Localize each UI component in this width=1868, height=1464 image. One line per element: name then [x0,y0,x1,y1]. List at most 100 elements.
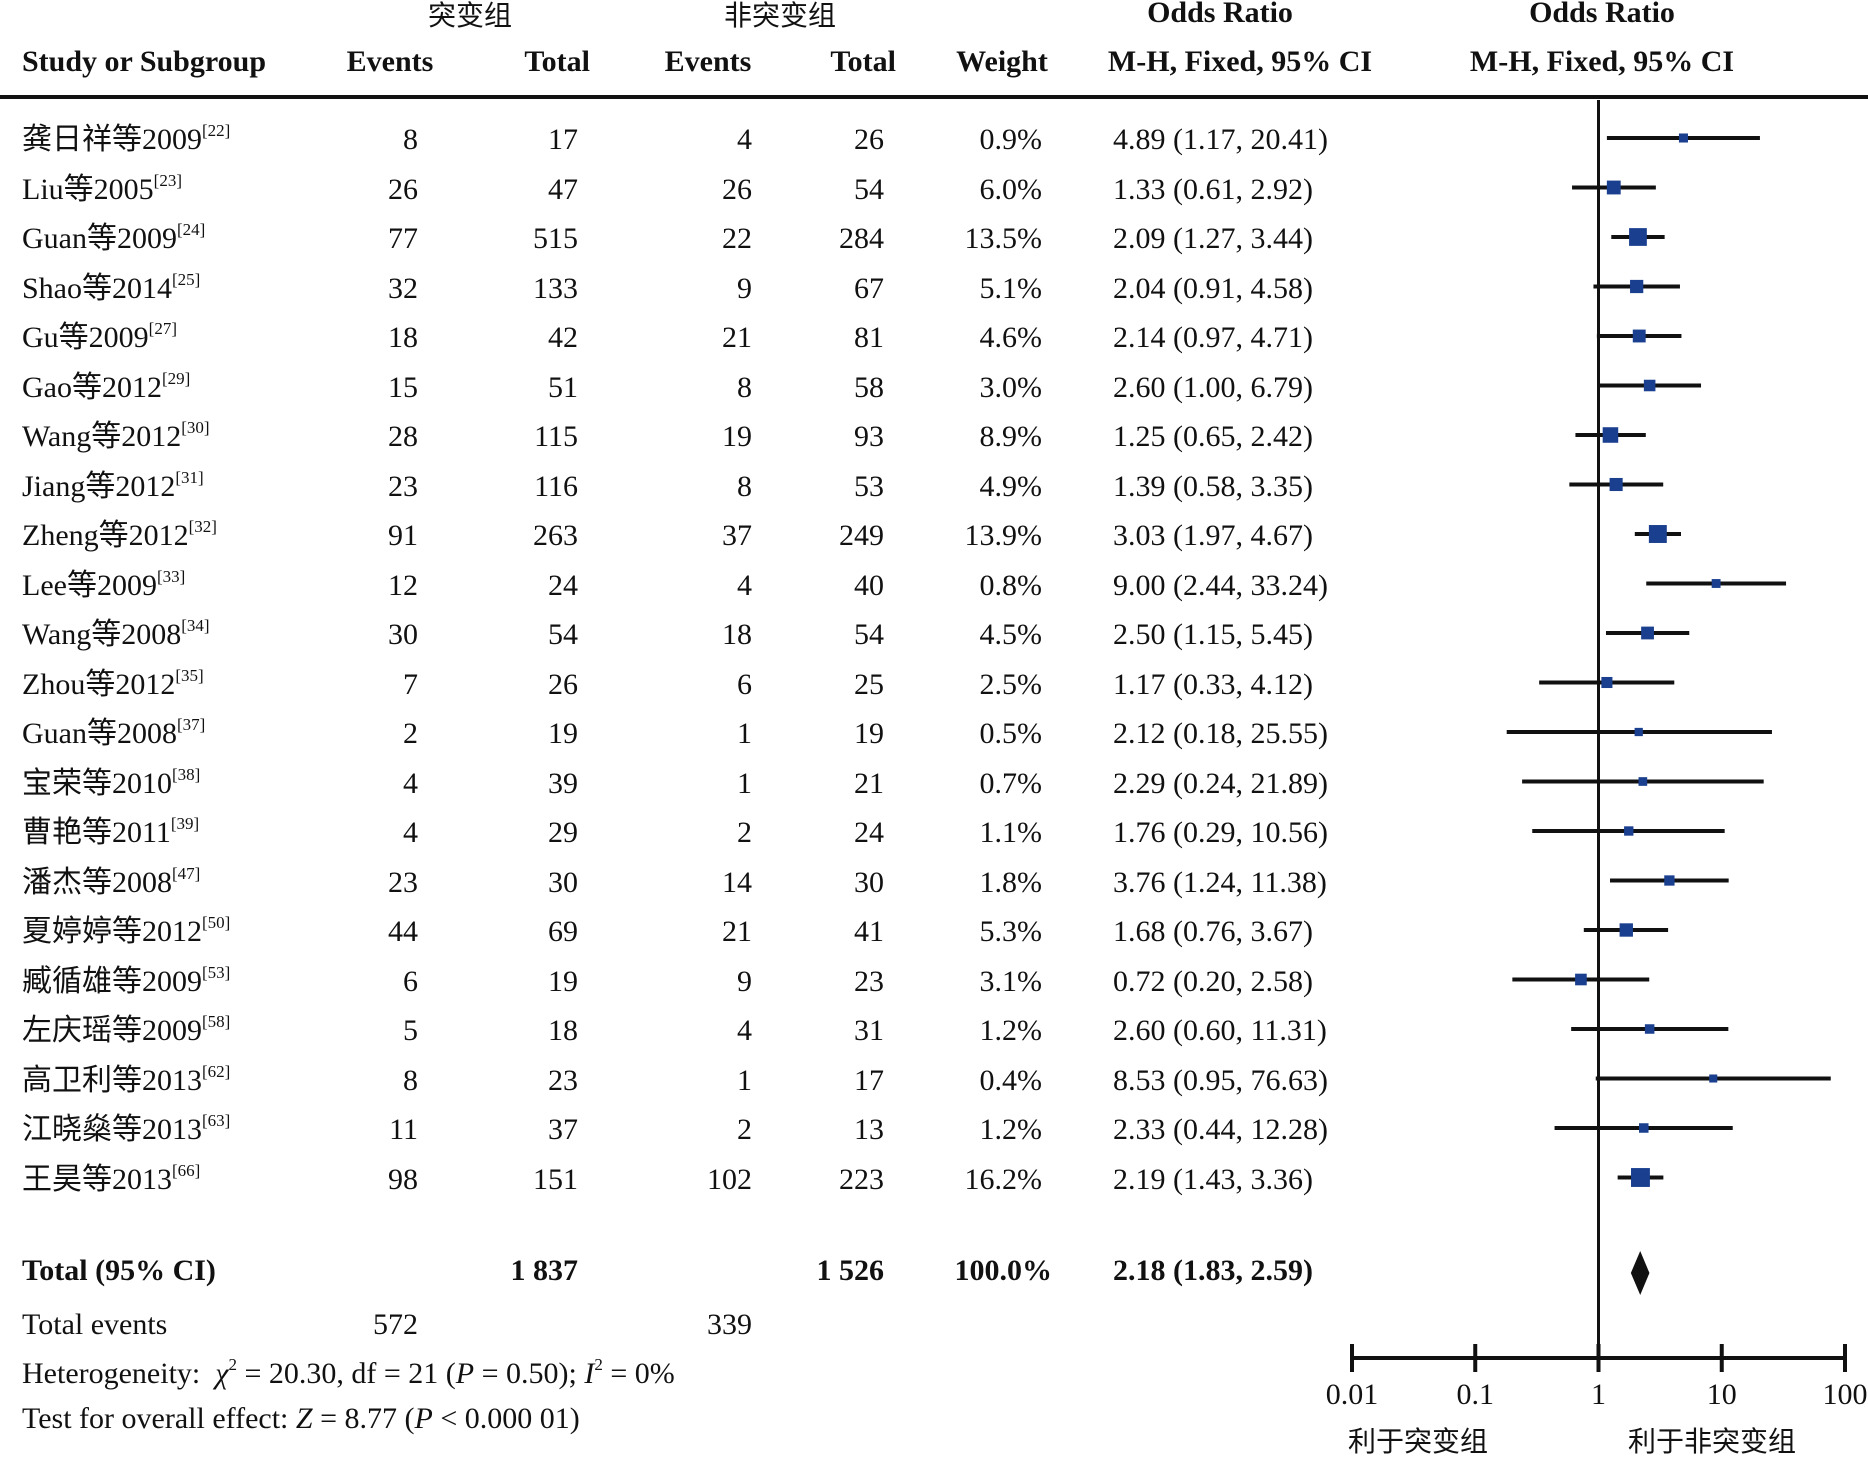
study-name: Shao等2014[25] [22,271,200,307]
or-ci: 2.60 (1.00, 6.79) [1113,370,1313,404]
events-group2: 1 [737,717,752,750]
weight: 1.1% [979,816,1043,849]
events-group2: 1 [737,766,752,800]
study-name-text: Lee等2009 [22,568,157,602]
study-marker [1629,228,1647,246]
total-group2: 21 [854,766,884,800]
total-label: Total (95% CI) [22,1254,216,1287]
i-symbol: I [584,1357,595,1390]
or-ci: 2.04 (0.91, 4.58) [1113,271,1313,305]
weight: 1.2% [979,1113,1043,1146]
study-reference: [58] [202,1012,231,1031]
study-name-text: Wang等2008 [22,618,182,651]
weight: 4.5% [979,618,1043,651]
total-group2: 40 [854,568,884,602]
study-name-text: 左庆瑶等2009 [22,1014,202,1047]
study-name-text: Guan等2008 [22,717,177,750]
chi-symbol: χ [215,1357,229,1390]
study-name-text: 曹艳等2011 [22,816,171,849]
total-group1: 19 [548,964,578,998]
total-group1: 515 [533,222,578,255]
total-group1: 133 [533,271,578,305]
total-group1: 42 [548,321,578,354]
events-group2: 2 [737,1113,752,1146]
total-group1: 51 [548,370,578,404]
study-marker [1709,1074,1718,1083]
total-group1: 17 [548,123,578,156]
total-events-group2: 339 [707,1308,752,1341]
events-group2: 2 [737,816,752,849]
total-group2: 54 [854,618,884,651]
weight: 8.9% [979,420,1043,453]
weight: 0.4% [979,1063,1043,1097]
or-ci: 2.09 (1.27, 3.44) [1113,222,1313,255]
total-group2: 81 [854,321,884,354]
events-group1: 30 [388,618,418,651]
heterogeneity-line: Heterogeneity: χ2 = 20.30, df = 21 (P = … [22,1356,675,1392]
study-reference: [25] [172,269,201,289]
total-group1: 1 837 [510,1254,579,1287]
p-symbol: P [455,1357,475,1390]
chi-exponent: 2 [228,1355,237,1374]
or-ci: 2.50 (1.15, 5.45) [1113,618,1313,651]
study-marker [1644,1024,1655,1034]
or-ci: 1.33 (0.61, 2.92) [1113,172,1313,206]
total-group2: 249 [839,519,884,552]
events-group2: 21 [722,321,752,354]
events-group1: 4 [403,816,418,849]
or-ci: 1.17 (0.33, 4.12) [1113,667,1313,701]
events-group1: 2 [403,717,418,750]
p-value: = 0.50); [474,1357,585,1390]
study-name: 龚日祥等2009[22] [22,122,230,158]
study-marker [1602,427,1619,443]
study-reference: [39] [170,814,200,833]
events-group1: 6 [403,964,418,998]
or-ci: 1.68 (0.76, 3.67) [1113,915,1313,948]
total-group2: 19 [854,717,884,750]
total-group2: 93 [854,420,884,453]
weight: 1.8% [979,865,1043,899]
overall-p-symbol: P [414,1402,433,1435]
total-group2: 223 [839,1162,884,1196]
study-name: Zheng等2012[32] [22,518,217,554]
total-group2: 54 [854,172,884,206]
total-group1: 39 [548,766,578,800]
or-ci: 2.60 (0.60, 11.31) [1113,1014,1327,1047]
study-name: Wang等2012[30] [22,419,210,455]
or-ci: 0.72 (0.20, 2.58) [1113,964,1313,998]
study-marker [1711,579,1721,588]
events-group1: 11 [389,1113,418,1146]
overall-p-value: < 0.000 01) [432,1402,580,1435]
study-reference: [32] [188,517,217,536]
events-group2: 102 [707,1162,752,1196]
events-group1: 98 [388,1162,418,1196]
events-group2: 8 [737,370,752,404]
weight: 3.1% [979,964,1043,998]
total-group1: 115 [534,420,578,453]
total-group1: 37 [548,1113,578,1146]
events-group1: 44 [388,915,418,948]
study-name: 江晓燊等2013[63] [22,1112,230,1148]
or-ci: 1.76 (0.29, 10.56) [1113,816,1328,849]
events-group2: 37 [722,519,752,552]
events-group1: 23 [388,865,418,899]
study-reference: [23] [153,170,182,190]
or-ci: 2.14 (0.97, 4.71) [1113,321,1313,354]
study-marker [1648,525,1667,543]
group2-total-header: Total [830,45,896,78]
header-rule [0,95,1868,99]
events-group2: 4 [737,1014,752,1047]
group2-header: 非突变组 [723,0,836,32]
events-group2: 4 [737,123,752,156]
study-name-text: Jiang等2012 [22,469,176,503]
events-group1: 32 [388,271,418,305]
total-group2: 23 [854,964,884,998]
study-reference: [33] [156,566,186,586]
total-weight: 100.0% [954,1254,1053,1287]
total-group1: 116 [534,469,578,503]
total-group2: 41 [854,915,884,948]
weight: 5.1% [979,271,1043,305]
events-group1: 15 [388,370,418,404]
weight: 0.8% [979,568,1043,602]
